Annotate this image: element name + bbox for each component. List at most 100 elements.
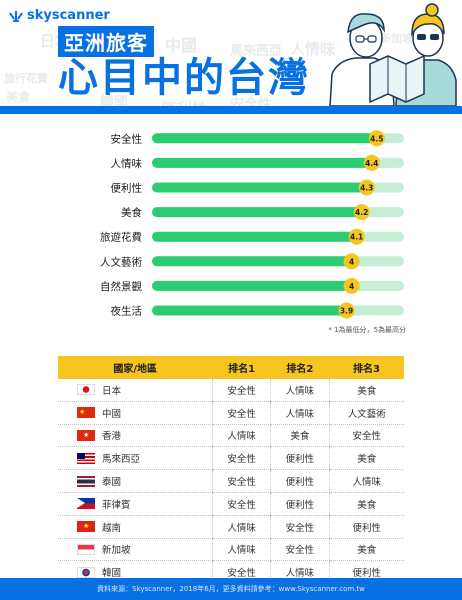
- malaysia-flag: [77, 452, 95, 464]
- value-badge: [363, 154, 380, 171]
- country-name: 日本: [102, 385, 122, 397]
- value-badge: [353, 204, 370, 221]
- country-cell: 日本: [58, 379, 213, 402]
- country-cell: 新加坡: [58, 538, 213, 562]
- value-badge: [368, 130, 385, 147]
- vietnam-flag: ★: [77, 521, 95, 533]
- table-row: ★ 越南 人情味 安全性 便利性: [58, 515, 404, 539]
- rank1-cell: 安全性: [211, 446, 271, 471]
- table-row: ★ 香港 人情味 美食 安全性: [58, 424, 404, 448]
- header-country: 國家/地區: [58, 356, 213, 379]
- header: 日本中國馬來西亞人情味新加坡旅行花費美食韓國便利性安全性便利人情味台灣 skys…: [0, 0, 462, 112]
- bar: [152, 305, 349, 316]
- rank2-cell: 安全性: [270, 515, 330, 539]
- value-badge: [348, 228, 365, 245]
- value-label: 4.5: [370, 134, 383, 143]
- rank3-cell: 便利性: [328, 515, 404, 539]
- value-label: 4.1: [350, 233, 363, 242]
- country-name: 香港: [102, 431, 122, 443]
- bar: [152, 256, 354, 267]
- country-cell: 菲律賓: [58, 492, 213, 516]
- rank3-cell: 安全性: [328, 424, 404, 448]
- rank2-cell: 便利性: [270, 469, 330, 493]
- footer-source: 資料來源：Skyscanner，2018年6月，更多資料請參考：www.Skys…: [0, 578, 462, 600]
- table-row: 新加坡 人情味 安全性 美食: [58, 538, 404, 562]
- value-badge: [343, 277, 360, 294]
- country-name: 馬來西亞: [102, 454, 141, 466]
- scale-note: * 1為最低分，5為最高分: [328, 326, 406, 334]
- category-label: 旅遊花費: [100, 231, 142, 244]
- rank2-cell: 美食: [270, 424, 330, 448]
- header-rank2: 排名2: [270, 356, 330, 379]
- ranking-header-row: 國家/地區 排名1 排名2 排名3: [58, 356, 404, 379]
- brand-name: skyscanner: [27, 8, 110, 23]
- rank2-cell: 安全性: [270, 538, 330, 562]
- table-row: 菲律賓 安全性 便利性 美食: [58, 492, 404, 516]
- background-word: 旅行花費: [4, 72, 48, 85]
- value-label: 4: [349, 282, 354, 291]
- country-name: 韓國: [102, 568, 122, 580]
- category-label: 美食: [121, 206, 142, 219]
- value-badge: [358, 179, 375, 196]
- category-label: 安全性: [111, 132, 143, 145]
- background-word: 人情味: [290, 40, 336, 58]
- rank1-cell: 人情味: [211, 515, 271, 539]
- rank2-cell: 便利性: [270, 446, 330, 471]
- country-name: 菲律賓: [102, 499, 131, 511]
- table-row: 泰國 安全性 便利性 人情味: [58, 469, 404, 493]
- country-cell: 馬來西亞: [58, 446, 213, 471]
- rank1-cell: 人情味: [211, 538, 271, 562]
- china-flag: ★: [77, 407, 95, 419]
- value-label: 3.9: [340, 307, 353, 316]
- table-row: ★ 中國 安全性 人情味 人文藝術: [58, 401, 404, 425]
- value-badge: [338, 302, 355, 319]
- rank1-cell: 安全性: [211, 379, 271, 402]
- background-word: 美食: [6, 90, 31, 104]
- background-word: 新加坡: [380, 32, 413, 45]
- rank3-cell: 美食: [328, 379, 404, 402]
- thailand-flag: [77, 475, 95, 487]
- title-small: 亞洲旅客: [58, 26, 154, 57]
- table-row: 馬來西亞 安全性 便利性 美食: [58, 446, 404, 471]
- value-label: 4.4: [365, 159, 378, 168]
- korea-flag: [77, 566, 95, 578]
- ranking-table: 國家/地區 排名1 排名2 排名3 日本 安全性 人情味 美食 ★ 中國 安全性 人情味 人文藝…: [58, 356, 404, 585]
- hongkong-flag: ★: [77, 429, 95, 441]
- singapore-flag: [77, 543, 95, 555]
- background-word: 中國: [165, 36, 198, 55]
- skyscanner-icon: [9, 10, 23, 22]
- rank3-cell: 人文藝術: [328, 401, 404, 425]
- rank3-cell: 美食: [328, 538, 404, 562]
- value-label: 4.2: [355, 208, 368, 217]
- category-label: 自然景觀: [100, 280, 142, 293]
- category-label: 人情味: [111, 157, 143, 170]
- value-label: 4.3: [360, 184, 373, 193]
- rank3-cell: 美食: [328, 446, 404, 471]
- rank2-cell: 人情味: [270, 379, 330, 402]
- bar: [152, 133, 379, 144]
- country-cell: ★ 越南: [58, 515, 213, 539]
- rank2-cell: 便利性: [270, 492, 330, 516]
- country-name: 中國: [102, 408, 122, 420]
- category-label: 便利性: [111, 182, 143, 195]
- value-label: 4: [349, 257, 354, 266]
- bar: [152, 231, 359, 242]
- value-badge: [343, 253, 360, 270]
- category-label: 人文藝術: [100, 255, 142, 268]
- travelers-illustration: [329, 3, 457, 106]
- header-band: [0, 106, 462, 114]
- header-rank1: 排名1: [212, 356, 271, 379]
- skyscanner-logo: skyscanner: [8, 8, 110, 23]
- country-cell: ★ 中國: [58, 401, 213, 425]
- rank1-cell: 安全性: [211, 401, 271, 425]
- rank1-cell: 安全性: [211, 492, 271, 516]
- philippines-flag: [77, 498, 95, 510]
- country-cell: 泰國: [58, 469, 213, 493]
- bar: [152, 207, 364, 218]
- bar: [152, 280, 354, 291]
- title-big: 心目中的台灣: [58, 55, 310, 101]
- rank1-cell: 人情味: [211, 424, 271, 448]
- rank2-cell: 人情味: [270, 401, 330, 425]
- header-rank3: 排名3: [329, 356, 404, 379]
- bar: [152, 182, 369, 193]
